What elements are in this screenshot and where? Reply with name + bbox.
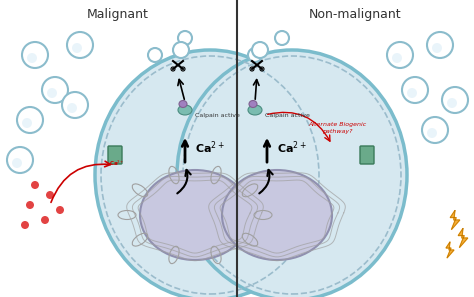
Circle shape [22,118,32,128]
Circle shape [148,48,162,62]
Circle shape [31,181,39,189]
Circle shape [56,206,64,214]
Circle shape [173,42,189,58]
Circle shape [248,48,262,62]
Circle shape [442,87,468,113]
Polygon shape [450,210,460,230]
Circle shape [432,43,442,53]
Text: Alternate Biogenic
pathway?: Alternate Biogenic pathway? [308,122,366,134]
Text: Calpain active: Calpain active [265,113,310,118]
Circle shape [46,191,54,199]
Ellipse shape [249,100,257,108]
Circle shape [422,117,448,143]
Circle shape [27,53,37,63]
Text: Ca$^{2+}$: Ca$^{2+}$ [109,158,125,168]
Circle shape [427,128,437,138]
Polygon shape [446,242,454,258]
FancyBboxPatch shape [360,146,374,164]
Ellipse shape [178,105,192,115]
Circle shape [387,42,413,68]
FancyBboxPatch shape [108,146,122,164]
Text: Ca$^{2+}$: Ca$^{2+}$ [195,140,225,156]
Circle shape [407,88,417,98]
Circle shape [67,32,93,58]
Text: Non-malignant: Non-malignant [309,8,401,21]
Circle shape [42,77,68,103]
Ellipse shape [179,100,187,108]
Text: Calpain active: Calpain active [195,113,240,118]
Ellipse shape [140,170,250,260]
Circle shape [392,53,402,63]
Circle shape [67,103,77,113]
Circle shape [21,221,29,229]
Circle shape [62,92,88,118]
Circle shape [47,88,57,98]
Ellipse shape [177,50,407,297]
Circle shape [12,158,22,168]
Circle shape [26,201,34,209]
Circle shape [252,42,268,58]
Ellipse shape [222,170,332,260]
Polygon shape [458,228,468,248]
Ellipse shape [95,50,325,297]
Circle shape [7,147,33,173]
Circle shape [22,42,48,68]
Ellipse shape [248,105,262,115]
Circle shape [447,98,457,108]
Circle shape [402,77,428,103]
Text: Ca$^{2+}$: Ca$^{2+}$ [277,140,307,156]
Circle shape [72,43,82,53]
Circle shape [41,216,49,224]
Text: Malignant: Malignant [87,8,149,21]
Circle shape [17,107,43,133]
Circle shape [427,32,453,58]
Circle shape [178,31,192,45]
Circle shape [275,31,289,45]
